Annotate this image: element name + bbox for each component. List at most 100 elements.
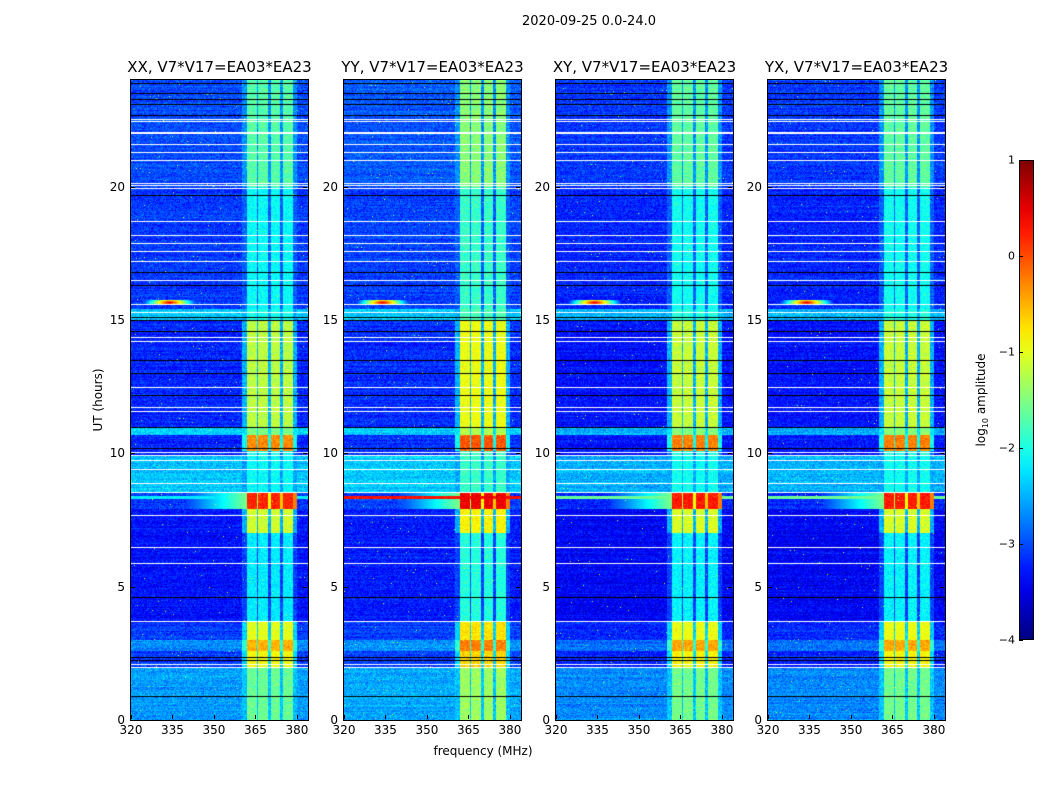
y-tick-label: 10	[322, 446, 338, 461]
y-tick-label: 10	[109, 446, 125, 461]
colorbar-tick-mark	[1019, 352, 1023, 353]
y-tick-mark	[344, 453, 348, 455]
y-tick-label: 0	[330, 713, 338, 727]
panel-title: YX, V7*V17=EA03*EA23	[764, 58, 949, 76]
y-tick-label: 0	[754, 713, 762, 727]
y-tick-mark	[940, 320, 944, 321]
x-tick-mark	[597, 715, 599, 719]
y-tick-label: 10	[534, 446, 550, 461]
y-tick-label: 20	[534, 179, 550, 194]
y-tick-mark	[768, 720, 772, 721]
y-tick-label: 20	[109, 179, 125, 194]
y-tick-mark	[131, 186, 135, 188]
y-tick-label: 15	[322, 313, 338, 327]
y-tick-mark	[556, 320, 560, 321]
y-tick-mark	[303, 720, 307, 721]
y-tick-mark	[516, 186, 520, 188]
y-tick-label: 5	[117, 579, 125, 594]
y-tick-mark	[516, 720, 520, 721]
y-tick-mark	[131, 586, 135, 588]
x-tick-mark	[680, 715, 682, 719]
x-tick-label: 380	[498, 723, 522, 737]
y-tick-mark	[556, 186, 560, 188]
y-tick-mark	[728, 186, 732, 188]
panel-title: XX, V7*V17=EA03*EA23	[127, 58, 312, 76]
x-tick-mark	[468, 715, 470, 719]
x-tick-label: 365	[244, 723, 267, 737]
colorbar	[1019, 160, 1034, 640]
y-tick-mark	[768, 586, 772, 588]
waterfall-panel-4: YX, V7*V17=EA03*EA23 0 5 10 15 20 320 335 350 365…	[747, 58, 948, 737]
colorbar-tick-mark	[1019, 448, 1023, 449]
x-tick-label: 320	[332, 723, 356, 737]
x-tick-mark	[344, 715, 345, 719]
x-tick-mark	[768, 715, 769, 719]
y-tick-mark	[344, 720, 348, 721]
x-tick-mark	[556, 715, 557, 719]
y-tick-mark	[556, 720, 560, 721]
x-tick-label: 350	[415, 723, 439, 737]
x-tick-label: 335	[798, 723, 821, 737]
colorbar-tick-label: −4	[998, 633, 1015, 647]
y-tick-mark	[728, 586, 732, 588]
x-tick-mark	[426, 715, 428, 719]
y-tick-label: 0	[542, 713, 550, 727]
colorbar-tick-label: −2	[998, 441, 1015, 455]
x-tick-label: 320	[756, 723, 780, 737]
x-tick-mark	[850, 715, 852, 719]
y-tick-label: 5	[330, 579, 338, 594]
x-tick-mark	[892, 715, 894, 719]
y-tick-label: 5	[754, 579, 762, 594]
y-tick-mark	[728, 453, 732, 455]
y-tick-label: 5	[542, 579, 550, 594]
y-tick-mark	[556, 453, 560, 455]
y-tick-mark	[131, 453, 135, 455]
x-tick-label: 365	[881, 723, 904, 737]
colorbar-label: log10 amplitude	[974, 354, 990, 447]
colorbar-tick-label: −1	[998, 345, 1015, 359]
x-tick-label: 320	[119, 723, 143, 737]
y-tick-mark	[303, 586, 307, 588]
y-tick-label: 20	[746, 179, 762, 194]
x-tick-label: 380	[285, 723, 309, 737]
y-tick-label: 15	[534, 313, 550, 327]
x-tick-mark	[172, 715, 174, 719]
figure-title: 2020-09-25 0.0-24.0	[522, 14, 656, 29]
colorbar-tick-label: 1	[1008, 153, 1015, 167]
y-tick-mark	[940, 186, 944, 188]
x-tick-mark	[385, 715, 387, 719]
y-tick-mark	[344, 320, 348, 321]
x-tick-mark	[809, 715, 811, 719]
x-tick-label: 335	[374, 723, 397, 737]
colorbar-label-sub: 10	[981, 417, 991, 429]
y-tick-mark	[516, 453, 520, 455]
y-tick-mark	[344, 586, 348, 588]
x-tick-label: 380	[710, 723, 734, 737]
y-tick-mark	[516, 586, 520, 588]
x-tick-mark	[721, 715, 723, 719]
y-tick-mark	[768, 453, 772, 455]
x-tick-mark	[509, 715, 511, 719]
heatmap-image	[556, 80, 733, 720]
x-tick-label: 365	[669, 723, 692, 737]
waterfall-panel-2: YY, V7*V17=EA03*EA23 0 5 10 15 20 320 335 350 365…	[323, 58, 524, 737]
y-tick-label: 20	[322, 179, 338, 194]
colorbar-tick-label: −3	[998, 537, 1015, 551]
colorbar-tick-mark	[1019, 256, 1023, 257]
y-tick-mark	[303, 453, 307, 455]
heatmap-image	[131, 80, 308, 720]
waterfall-panel-1: XX, V7*V17=EA03*EA23 0 5 10 15 20 320 335 350 365…	[110, 58, 312, 737]
y-tick-mark	[940, 453, 944, 455]
x-tick-label: 335	[586, 723, 609, 737]
colorbar-tick-label: 0	[1008, 249, 1015, 263]
x-tick-label: 335	[161, 723, 184, 737]
colorbar-label-main: log	[973, 428, 988, 447]
y-tick-mark	[516, 320, 520, 321]
x-tick-label: 350	[202, 723, 226, 737]
y-tick-mark	[768, 320, 772, 321]
y-axis-label: UT (hours)	[91, 368, 105, 432]
x-tick-label: 380	[922, 723, 946, 737]
x-tick-mark	[255, 715, 257, 719]
panel-title: YY, V7*V17=EA03*EA23	[341, 58, 524, 76]
y-tick-mark	[131, 720, 135, 721]
